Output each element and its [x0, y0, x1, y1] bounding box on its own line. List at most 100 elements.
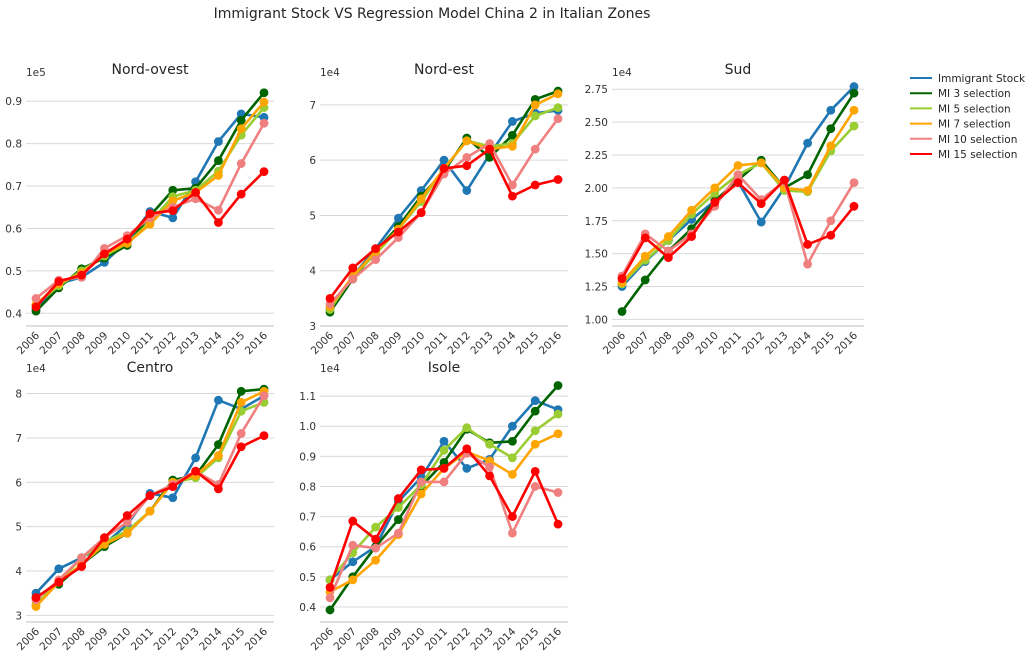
- data-point: [508, 453, 517, 463]
- data-point: [803, 138, 812, 148]
- series-line: [621, 109, 856, 284]
- x-tick-label: 2008: [354, 330, 381, 357]
- data-point: [394, 213, 403, 223]
- data-point: [236, 124, 246, 134]
- data-point: [145, 209, 155, 219]
- data-point: [462, 444, 472, 454]
- data-point: [214, 440, 223, 449]
- axis-offset-label: 1e4: [320, 363, 340, 375]
- data-point: [849, 82, 859, 91]
- data-point: [756, 199, 766, 209]
- data-point: [168, 493, 178, 503]
- data-point: [394, 227, 403, 237]
- legend-label: Immigrant Stock: [938, 73, 1026, 85]
- data-point: [348, 516, 358, 526]
- data-point: [236, 386, 246, 396]
- x-tick-label: 2007: [624, 330, 651, 357]
- x-tick-label: 2007: [38, 330, 65, 357]
- legend-label: MI 10 selection: [938, 134, 1017, 146]
- x-tick-label: 2009: [83, 330, 110, 357]
- x-tick-label: 2014: [491, 329, 519, 357]
- series-line: [328, 92, 559, 308]
- data-point: [416, 194, 426, 204]
- data-point: [849, 88, 859, 98]
- series-line: [620, 173, 856, 277]
- y-tick-label: 8: [15, 389, 22, 401]
- x-tick-label: 2007: [332, 626, 359, 653]
- x-tick-label: 2013: [468, 330, 495, 357]
- data-point: [214, 156, 223, 165]
- data-point: [325, 293, 335, 303]
- x-tick-label: 2012: [740, 330, 767, 357]
- data-point: [348, 274, 358, 284]
- panels: Nord-ovest1e50.40.50.60.70.80.9200620072…: [5, 62, 864, 653]
- y-tick-label: 2.50: [585, 117, 608, 129]
- y-tick-label: 1.1: [299, 391, 316, 403]
- data-point: [214, 171, 223, 180]
- data-point: [371, 244, 380, 254]
- legend-entry-immigrant-stock: Immigrant Stock: [910, 73, 1026, 85]
- data-point: [31, 602, 41, 611]
- y-tick-label: 1.50: [585, 249, 608, 261]
- data-point: [553, 103, 563, 113]
- data-point: [780, 175, 789, 185]
- x-tick-label: 2013: [468, 626, 495, 653]
- x-tick-label: 2012: [446, 330, 473, 357]
- data-point: [508, 180, 517, 190]
- series-mi-10-selection: [325, 448, 563, 603]
- data-point: [394, 528, 403, 538]
- y-tick-label: 0.7: [5, 181, 22, 193]
- x-tick-label: 2010: [106, 626, 133, 653]
- data-point: [348, 557, 358, 567]
- data-point: [371, 543, 380, 553]
- y-tick-label: 0.8: [5, 139, 22, 151]
- series-mi-10-selection: [325, 114, 563, 309]
- data-point: [826, 216, 836, 226]
- y-tick-label: 0.6: [299, 542, 316, 554]
- data-point: [485, 471, 494, 481]
- x-tick-label: 2011: [129, 330, 156, 357]
- data-point: [508, 141, 517, 151]
- x-tick-label: 2008: [60, 626, 87, 653]
- data-point: [214, 218, 223, 227]
- series-line: [329, 432, 559, 594]
- data-point: [439, 164, 449, 173]
- data-point: [530, 406, 540, 416]
- x-tick-label: 2006: [601, 329, 629, 357]
- data-point: [145, 506, 155, 516]
- figure-title: Immigrant Stock VS Regression Model Chin…: [214, 6, 651, 22]
- data-point: [259, 391, 269, 401]
- panel-title: Sud: [725, 62, 752, 78]
- y-tick-label: 7: [15, 433, 22, 445]
- data-point: [462, 186, 472, 195]
- data-point: [530, 180, 540, 190]
- legend-label: MI 7 selection: [938, 119, 1011, 131]
- data-point: [416, 477, 426, 487]
- data-point: [710, 183, 720, 193]
- data-point: [325, 582, 335, 592]
- data-point: [394, 503, 403, 512]
- data-point: [214, 451, 223, 461]
- panel-nord-ovest: Nord-ovest1e50.40.50.60.70.80.9200620072…: [5, 62, 274, 357]
- data-point: [849, 105, 859, 115]
- x-tick-label: 2011: [129, 626, 156, 653]
- data-point: [508, 469, 517, 479]
- data-point: [236, 398, 246, 407]
- data-point: [733, 161, 743, 170]
- data-point: [259, 97, 269, 107]
- y-tick-label: 0.5: [5, 266, 22, 278]
- y-tick-label: 0.9: [299, 451, 316, 463]
- axis-offset-label: 1e4: [612, 67, 632, 79]
- data-point: [439, 463, 449, 473]
- data-point: [439, 445, 449, 455]
- data-point: [371, 534, 380, 544]
- panel-isole: Isole 1e4 0.4 0.5 0.6 0.7 0.8 0.9 1.0 1.1 20062007…: [299, 360, 568, 653]
- x-tick-label: 2014: [197, 625, 225, 653]
- data-point: [416, 465, 426, 475]
- data-point: [664, 253, 673, 262]
- data-point: [168, 206, 178, 216]
- axis-offset-label: 1e4: [26, 363, 46, 375]
- x-tick-label: 2006: [15, 329, 43, 357]
- x-tick-label: 2010: [106, 330, 133, 357]
